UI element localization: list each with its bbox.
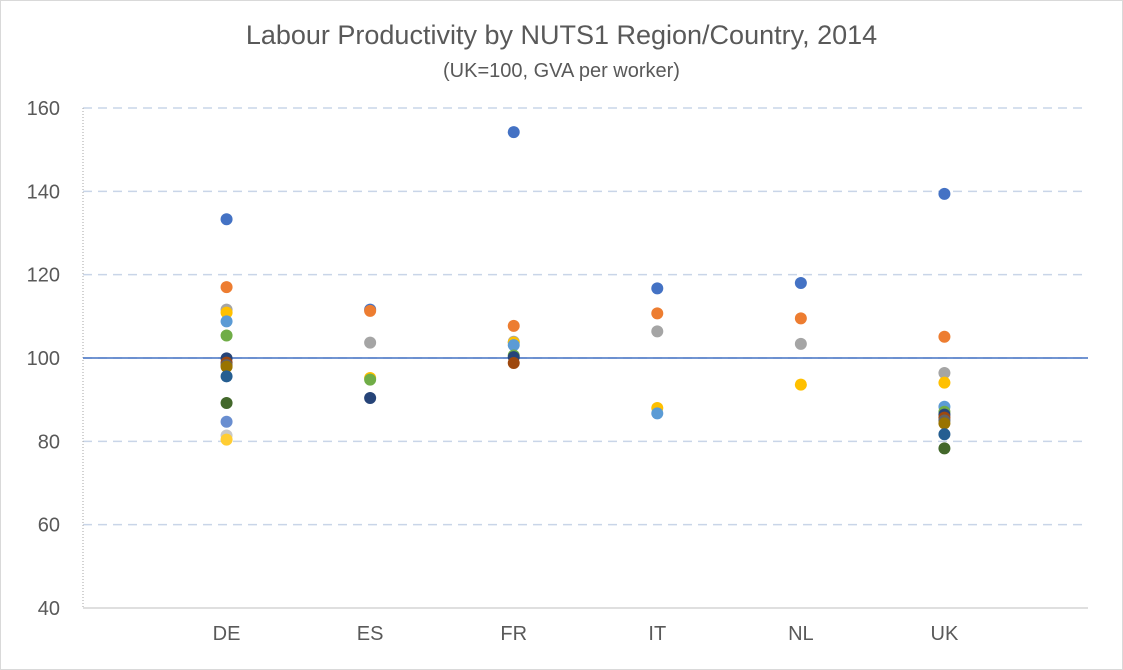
data-point bbox=[220, 433, 233, 446]
data-point bbox=[220, 360, 233, 373]
data-point bbox=[938, 367, 951, 379]
data-point bbox=[938, 442, 951, 455]
y-tick-label: 100 bbox=[27, 348, 60, 370]
data-point bbox=[651, 407, 664, 420]
y-tick-label: 40 bbox=[38, 598, 60, 620]
data-point bbox=[220, 370, 233, 383]
y-tick-label: 140 bbox=[27, 181, 60, 203]
data-point bbox=[651, 325, 664, 338]
x-tick-label: IT bbox=[648, 623, 666, 645]
data-point bbox=[364, 304, 377, 317]
data-point bbox=[938, 330, 951, 343]
data-point bbox=[364, 336, 377, 349]
data-point bbox=[220, 415, 233, 428]
data-point bbox=[651, 307, 664, 320]
data-point bbox=[938, 187, 951, 200]
data-point bbox=[220, 213, 233, 226]
data-point bbox=[938, 376, 951, 389]
data-point bbox=[507, 319, 520, 332]
data-point bbox=[794, 337, 807, 350]
data-point bbox=[364, 392, 377, 404]
y-tick-label: 60 bbox=[38, 515, 60, 537]
data-point bbox=[220, 397, 233, 409]
data-point bbox=[651, 282, 664, 295]
y-tick-label: 160 bbox=[27, 98, 60, 120]
x-tick-label: DE bbox=[213, 623, 241, 645]
data-point bbox=[507, 339, 520, 352]
data-point bbox=[794, 378, 807, 391]
x-tick-label: ES bbox=[357, 623, 384, 645]
data-point bbox=[938, 417, 951, 430]
y-tick-label: 80 bbox=[38, 431, 60, 453]
data-point bbox=[220, 281, 233, 294]
data-point bbox=[938, 428, 951, 441]
data-point bbox=[364, 373, 377, 386]
y-tick-label: 120 bbox=[27, 265, 60, 287]
x-tick-label: UK bbox=[931, 623, 959, 645]
chart-subtitle: (UK=100, GVA per worker) bbox=[443, 60, 680, 82]
chart-title: Labour Productivity by NUTS1 Region/Coun… bbox=[245, 20, 878, 50]
x-tick-label: FR bbox=[500, 623, 527, 645]
data-point bbox=[220, 329, 233, 342]
data-point bbox=[220, 315, 233, 328]
x-tick-label: NL bbox=[788, 623, 814, 645]
data-point bbox=[507, 126, 520, 139]
data-point bbox=[794, 312, 807, 325]
data-point bbox=[507, 357, 520, 369]
data-point bbox=[220, 306, 233, 319]
data-point bbox=[794, 277, 807, 289]
